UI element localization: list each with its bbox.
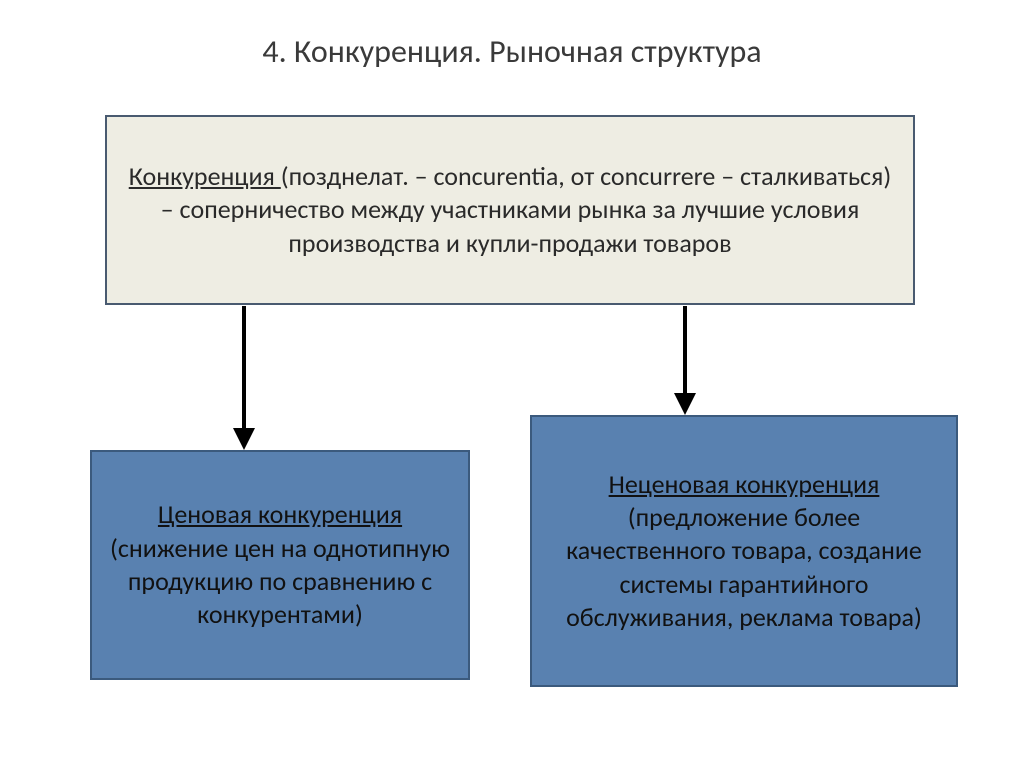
right-rest: (предложение более качественного товара,… — [566, 501, 922, 633]
right-box: Неценовая конкуренция (предложение более… — [530, 415, 958, 687]
right-term: Неценовая конкуренция — [609, 468, 880, 500]
left-text: Ценовая конкуренция (снижение цен на одн… — [108, 498, 452, 631]
left-rest: (снижение цен на однотипную продукцию по… — [110, 532, 450, 631]
left-term: Ценовая конкуренция — [158, 498, 402, 530]
arrow-right — [674, 306, 696, 415]
arrow-left — [233, 306, 255, 450]
definition-term: Конкуренция — [129, 160, 281, 192]
definition-box: Конкуренция (позднелат. – concurentia, о… — [105, 115, 915, 305]
left-box: Ценовая конкуренция (снижение цен на одн… — [90, 450, 470, 680]
page-title: 4. Конкуренция. Рыночная структура — [0, 0, 1024, 71]
right-text: Неценовая конкуренция (предложение более… — [548, 468, 940, 634]
definition-text: Конкуренция (позднелат. – concurentia, о… — [127, 160, 893, 260]
